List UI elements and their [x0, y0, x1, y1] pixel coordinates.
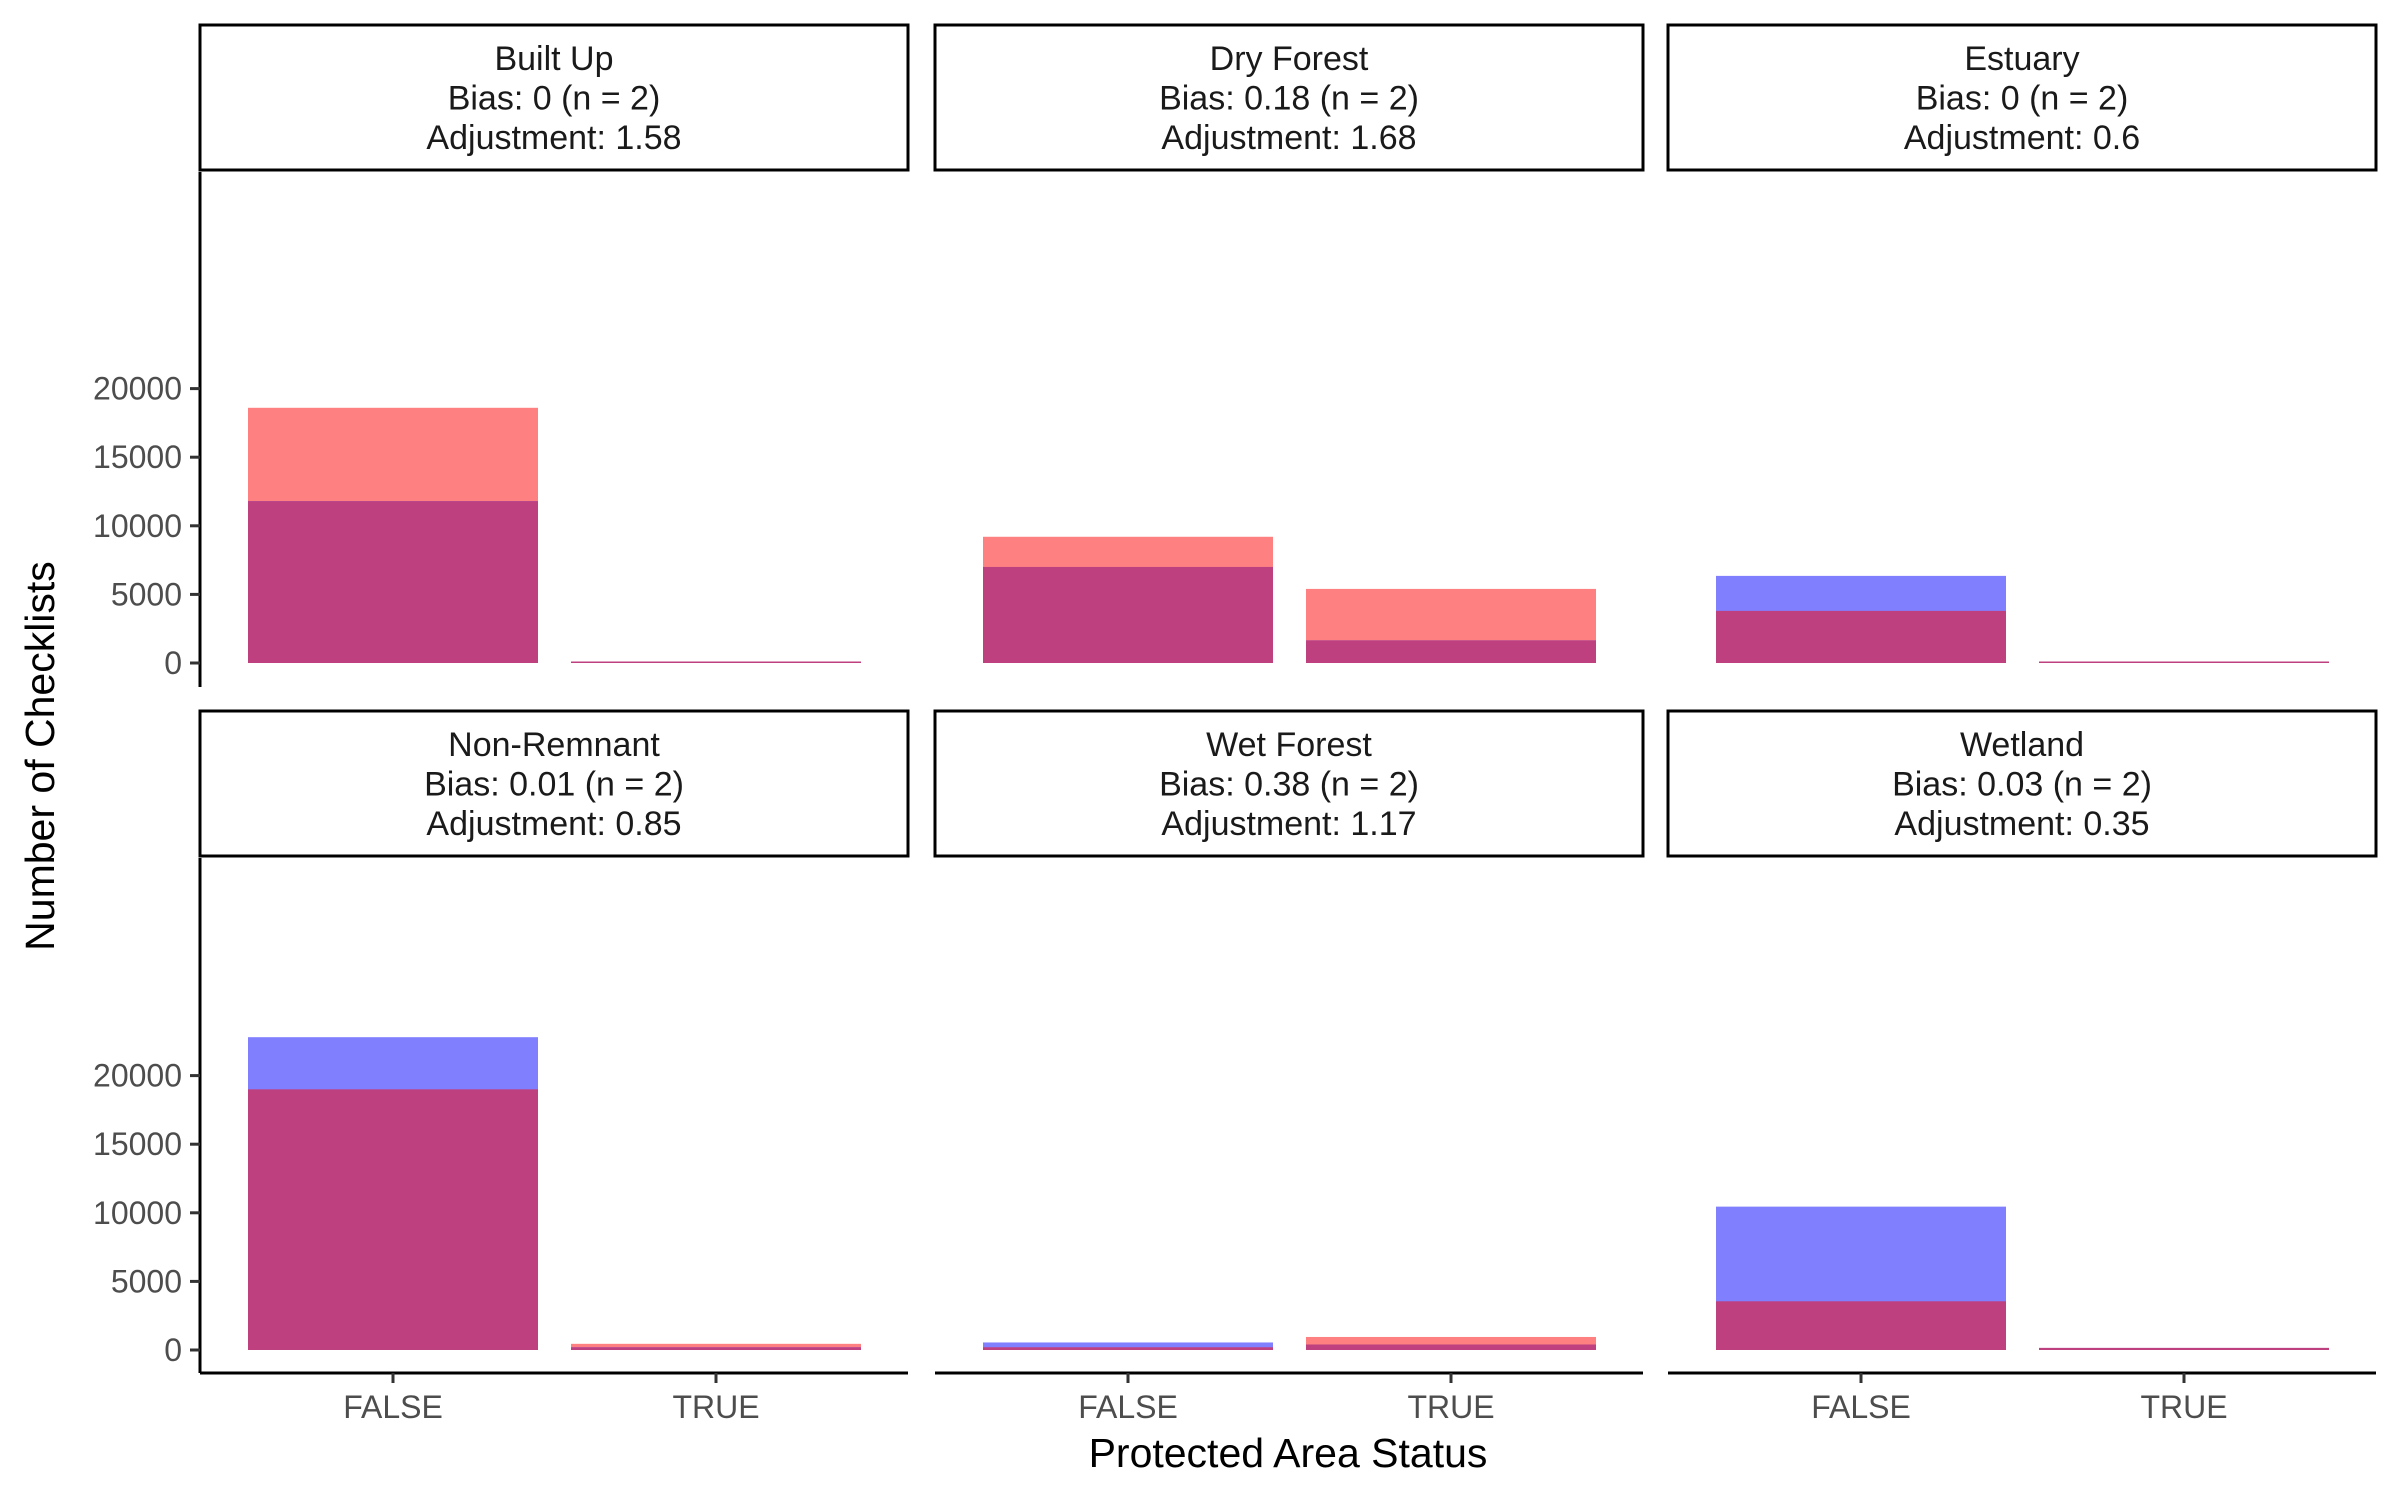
- x-axis-title: Protected Area Status: [1089, 1430, 1488, 1476]
- y-tick-label: 10000: [93, 508, 182, 544]
- facet-strip: [933, 709, 1645, 858]
- facet-strip: [933, 23, 1645, 172]
- facet-title: Estuary: [1964, 40, 2079, 78]
- bar-overlap-false: [1716, 1301, 2006, 1350]
- y-tick-label: 5000: [111, 576, 182, 612]
- bar-overlap-true: [571, 1347, 861, 1350]
- x-tick-label-false: FALSE: [343, 1389, 443, 1425]
- facet-adjustment: Adjustment: 1.17: [1161, 805, 1416, 843]
- facet-adjustment: Adjustment: 0.85: [426, 805, 681, 843]
- bar-overlap-false: [248, 1089, 538, 1350]
- facet-title: Dry Forest: [1210, 40, 1369, 78]
- y-tick-label: 15000: [93, 439, 182, 475]
- x-tick-label-false: FALSE: [1811, 1389, 1911, 1425]
- bar-overlap-false: [248, 501, 538, 663]
- x-tick-label-true: TRUE: [672, 1389, 759, 1425]
- bar-overlap-true: [2039, 1347, 2329, 1350]
- bar-overlap-false: [983, 1347, 1273, 1350]
- facet-bias: Bias: 0.03 (n = 2): [1892, 766, 2152, 804]
- x-tick-label-true: TRUE: [1407, 1389, 1494, 1425]
- facet-strip: [198, 709, 910, 858]
- bar-overlap-true: [571, 661, 861, 663]
- facet-title: Built Up: [494, 40, 613, 78]
- facet-strip: [1666, 23, 2378, 172]
- bar-blue-false: [983, 1342, 1273, 1350]
- facet-adjustment: Adjustment: 1.58: [426, 119, 681, 157]
- y-tick-label: 20000: [93, 1058, 182, 1094]
- y-axis-title: Number of Checklists: [17, 561, 63, 951]
- facet-strip: [198, 23, 910, 172]
- facet-title: Wet Forest: [1206, 726, 1372, 764]
- facet-title: Non-Remnant: [448, 726, 660, 764]
- facet-bias: Bias: 0.18 (n = 2): [1159, 80, 1419, 118]
- facet-adjustment: Adjustment: 1.68: [1161, 119, 1416, 157]
- facet-adjustment: Adjustment: 0.6: [1904, 119, 2140, 157]
- y-tick-label: 0: [164, 645, 182, 681]
- x-tick-label-true: TRUE: [2140, 1389, 2227, 1425]
- bar-overlap-true: [1306, 1344, 1596, 1350]
- bar-overlap-true: [1306, 640, 1596, 663]
- y-tick-label: 15000: [93, 1126, 182, 1162]
- facet-bias: Bias: 0 (n = 2): [1916, 80, 2129, 118]
- facet-bias: Bias: 0 (n = 2): [448, 80, 661, 118]
- facet-title: Wetland: [1960, 726, 2084, 764]
- bar-overlap-true: [2039, 661, 2329, 663]
- facet-bias: Bias: 0.38 (n = 2): [1159, 766, 1419, 804]
- y-tick-label: 5000: [111, 1263, 182, 1299]
- facet-bias: Bias: 0.01 (n = 2): [424, 766, 684, 804]
- y-tick-label: 0: [164, 1332, 182, 1368]
- bar-overlap-false: [983, 566, 1273, 663]
- bar-red-true: [571, 1343, 861, 1350]
- facet-strip: [1666, 709, 2378, 858]
- bar-overlap-false: [1716, 610, 2006, 663]
- x-tick-label-false: FALSE: [1078, 1389, 1178, 1425]
- y-tick-label: 10000: [93, 1195, 182, 1231]
- y-tick-label: 20000: [93, 371, 182, 407]
- facet-adjustment: Adjustment: 0.35: [1894, 805, 2149, 843]
